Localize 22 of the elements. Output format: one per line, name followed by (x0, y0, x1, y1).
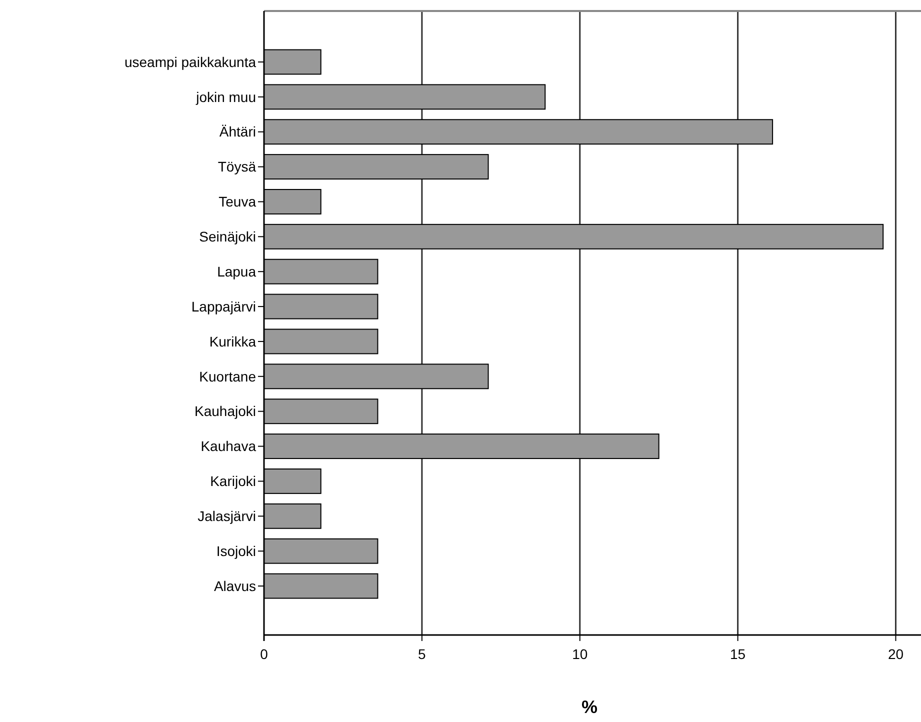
x-axis-title: % (581, 697, 598, 717)
y-tick-label: Lapua (217, 263, 256, 280)
x-tick-label: 0 (260, 646, 268, 662)
x-tick-label: 20 (888, 646, 904, 662)
y-tick-label: Teuva (218, 194, 256, 210)
y-tick-label: Kauhajoki (194, 403, 256, 420)
y-tick-label: Isojoki (216, 542, 256, 559)
y-tick-label: Kurikka (209, 333, 256, 350)
x-tick-label: 15 (730, 646, 746, 662)
y-tick-label: Kauhava (200, 438, 256, 454)
y-tick-label: Alavus (214, 578, 256, 594)
x-tick-label: 10 (572, 646, 588, 662)
y-tick-label: Seinäjoki (199, 228, 256, 245)
y-tick-label: jokin muu (195, 88, 256, 105)
y-tick-label: Ähtäri (219, 124, 256, 140)
y-tick-label: Karijoki (210, 473, 256, 490)
y-tick-label: useampi paikkakunta (124, 54, 256, 70)
y-tick-label: Lappajärvi (191, 298, 256, 314)
y-tick-label: Töysä (218, 158, 256, 175)
y-tick-label: Kuortane (199, 368, 256, 384)
x-tick-label: 5 (418, 646, 426, 662)
y-tick-label: Jalasjärvi (198, 508, 256, 524)
